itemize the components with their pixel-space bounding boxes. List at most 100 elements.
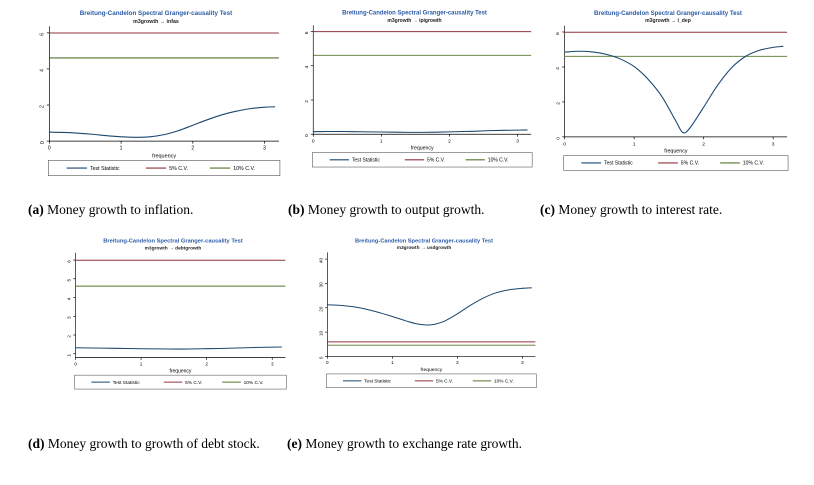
- x-axis-label: frequency: [411, 146, 434, 152]
- svg-text:4: 4: [304, 66, 310, 69]
- svg-text:6: 6: [40, 33, 46, 36]
- svg-text:2: 2: [191, 146, 194, 152]
- caption-b: (b) Money growth to output growth.: [288, 197, 550, 223]
- granger-chart-svg: Breitung-Candelon Spectral Granger-causa…: [40, 10, 281, 176]
- caption-d: (d) Money growth to growth of debt stock…: [28, 431, 270, 457]
- svg-text:3: 3: [271, 361, 274, 366]
- chart-subtitle: m3growth → ipigrowth: [387, 18, 441, 24]
- svg-text:0: 0: [304, 134, 310, 137]
- svg-text:40: 40: [318, 258, 323, 264]
- legend-entry: Test Statistic: [329, 158, 381, 164]
- svg-text:1: 1: [633, 141, 636, 147]
- chart-panel-a: Breitung-Candelon Spectral Granger-causa…: [28, 6, 284, 180]
- test-statistic-line: [326, 287, 532, 326]
- chart-title: Breitung-Candelon Spectral Granger-causa…: [342, 11, 487, 17]
- svg-text:0: 0: [312, 138, 315, 144]
- caption-c-text: Money growth to interest rate.: [558, 202, 723, 217]
- caption-d-label: (d): [28, 436, 45, 451]
- svg-text:0: 0: [48, 146, 51, 152]
- svg-text:2: 2: [304, 100, 310, 103]
- x-ticks: 0 1 2 3: [326, 356, 524, 365]
- chart-subtitle: m3growth → usdgrowth: [397, 245, 452, 251]
- svg-text:0: 0: [563, 141, 566, 147]
- caption-b-label: (b): [288, 202, 305, 217]
- x-axis-label: frequency: [664, 149, 688, 155]
- chart-panel-d: Breitung-Candelon Spectral Granger-causa…: [56, 234, 290, 393]
- svg-text:0: 0: [40, 141, 46, 144]
- legend-entry-label: 5% C.V.: [427, 158, 445, 164]
- y-ticks: 0 2 4 6: [304, 31, 314, 137]
- svg-text:10: 10: [318, 330, 323, 336]
- legend-entry: 10% C.V.: [720, 161, 764, 167]
- chart-panel-e: Breitung-Candelon Spectral Granger-causa…: [308, 234, 540, 391]
- chart-subtitle: m3growth → infas: [133, 19, 179, 25]
- legend-entry-label: 10% C.V.: [743, 161, 764, 167]
- legend-entry-label: 5% C.V.: [681, 161, 699, 167]
- legend-entry: 5% C.V.: [404, 158, 445, 164]
- svg-text:1: 1: [120, 146, 123, 152]
- granger-chart-svg: Breitung-Candelon Spectral Granger-causa…: [304, 11, 533, 168]
- granger-chart-svg: Breitung-Candelon Spectral Granger-causa…: [555, 10, 789, 171]
- y-ticks: 1 2 3 4 5 6: [66, 259, 76, 356]
- svg-text:0: 0: [555, 137, 561, 140]
- caption-a: (a) Money growth to inflation.: [28, 197, 290, 223]
- svg-text:6: 6: [66, 260, 71, 263]
- legend-entry-label: Test Statistic: [352, 158, 381, 164]
- svg-text:3: 3: [516, 138, 519, 144]
- legend-entry-label: 10% C.V.: [494, 378, 514, 384]
- x-ticks: 0 1 2 3: [312, 134, 519, 144]
- granger-chart-svg: Breitung-Candelon Spectral Granger-causa…: [66, 238, 287, 390]
- x-axis-label: frequency: [420, 367, 442, 373]
- chart-panel-b: Breitung-Candelon Spectral Granger-causa…: [293, 6, 536, 171]
- legend-entry: 10% C.V.: [472, 378, 514, 384]
- legend-entry: Test Statistic: [581, 161, 633, 167]
- y-ticks: 0 2 4 6: [40, 32, 50, 144]
- svg-text:2: 2: [702, 141, 705, 147]
- caption-e-text: Money growth to exchange rate growth.: [305, 436, 523, 451]
- legend: Test Statistic 5% C.V. 10% C.V.: [48, 160, 281, 176]
- legend-entry: 5% C.V.: [414, 378, 453, 384]
- svg-text:1: 1: [140, 361, 143, 366]
- svg-text:6: 6: [555, 32, 561, 35]
- legend-entry-label: 10% C.V.: [233, 166, 255, 172]
- chart-title: Breitung-Candelon Spectral Granger-causa…: [594, 10, 742, 17]
- svg-text:20: 20: [318, 306, 323, 312]
- caption-e: (e) Money growth to exchange rate growth…: [287, 431, 529, 457]
- caption-c-label: (c): [540, 202, 555, 217]
- svg-text:1: 1: [380, 138, 383, 144]
- caption-d-text: Money growth to growth of debt stock.: [47, 436, 260, 451]
- x-ticks: 0 1 2 3: [563, 136, 775, 147]
- legend-entry-label: Test Statistic: [90, 166, 120, 172]
- legend-entry-label: 10% C.V.: [244, 380, 264, 386]
- caption-a-text: Money growth to inflation.: [47, 202, 194, 217]
- test-statistic-line: [48, 106, 276, 138]
- legend-entry: Test Statistic: [342, 378, 392, 384]
- chart-title: Breitung-Candelon Spectral Granger-causa…: [355, 238, 493, 244]
- legend-entry: 5% C.V.: [658, 161, 699, 167]
- svg-text:1: 1: [391, 360, 394, 365]
- svg-text:0: 0: [74, 361, 77, 366]
- legend-entry: Test Statistic: [91, 380, 140, 386]
- legend: Test Statistic 5% C.V. 10% C.V.: [326, 373, 537, 388]
- svg-text:2: 2: [40, 105, 46, 108]
- caption-e-label: (e): [287, 436, 302, 451]
- test-statistic-line: [312, 129, 528, 133]
- legend: Test Statistic 5% C.V. 10% C.V.: [74, 374, 287, 390]
- legend-entry: 10% C.V.: [209, 166, 255, 172]
- chart-title: Breitung-Candelon Spectral Granger-causa…: [80, 10, 233, 17]
- x-ticks: 0 1 2 3: [48, 141, 266, 152]
- svg-text:5: 5: [66, 278, 71, 281]
- legend-entry-label: 10% C.V.: [488, 158, 509, 164]
- legend-entry-label: 5% C.V.: [185, 380, 202, 386]
- svg-text:2: 2: [555, 102, 561, 105]
- x-ticks: 0 1 2 3: [74, 357, 274, 366]
- svg-text:3: 3: [521, 360, 524, 365]
- test-statistic-line: [74, 346, 282, 350]
- svg-text:2: 2: [205, 361, 208, 366]
- svg-text:4: 4: [40, 69, 46, 72]
- chart-subtitle: m3growth → debtgrowth: [145, 245, 202, 251]
- chart-subtitle: m3growth → i_dep: [645, 18, 691, 24]
- svg-text:3: 3: [772, 141, 775, 147]
- test-statistic-line: [564, 45, 784, 134]
